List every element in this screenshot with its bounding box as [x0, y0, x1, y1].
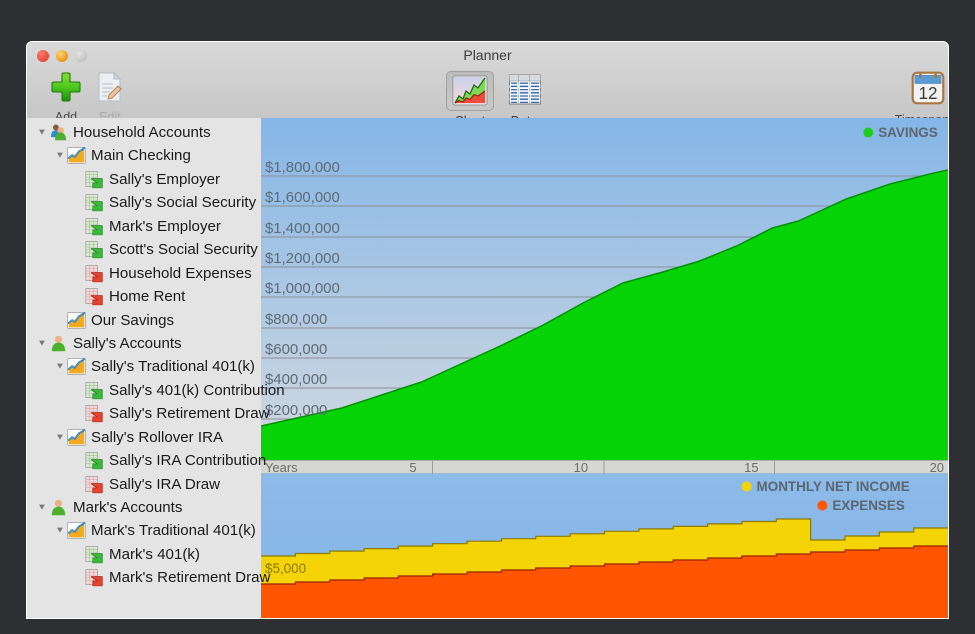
svg-text:MONTHLY NET INCOME: MONTHLY NET INCOME — [757, 479, 910, 494]
svg-text:$600,000: $600,000 — [265, 341, 327, 358]
svg-text:Years: Years — [265, 461, 298, 475]
svg-text:$1,000,000: $1,000,000 — [265, 280, 340, 297]
svg-text:15: 15 — [744, 461, 758, 475]
svg-text:SAVINGS: SAVINGS — [878, 125, 938, 140]
svg-text:$1,400,000: $1,400,000 — [265, 220, 340, 237]
svg-text:5: 5 — [409, 461, 416, 475]
svg-text:$1,200,000: $1,200,000 — [265, 250, 340, 267]
svg-text:20: 20 — [930, 461, 944, 475]
svg-text:$800,000: $800,000 — [265, 311, 327, 328]
svg-text:$1,600,000: $1,600,000 — [265, 189, 340, 206]
svg-text:$1,800,000: $1,800,000 — [265, 159, 340, 176]
svg-text:$200,000: $200,000 — [265, 402, 327, 419]
svg-text:EXPENSES: EXPENSES — [832, 498, 905, 513]
svg-text:10: 10 — [574, 461, 588, 475]
svg-text:$5,000: $5,000 — [265, 561, 306, 576]
svg-text:12: 12 — [918, 84, 937, 103]
